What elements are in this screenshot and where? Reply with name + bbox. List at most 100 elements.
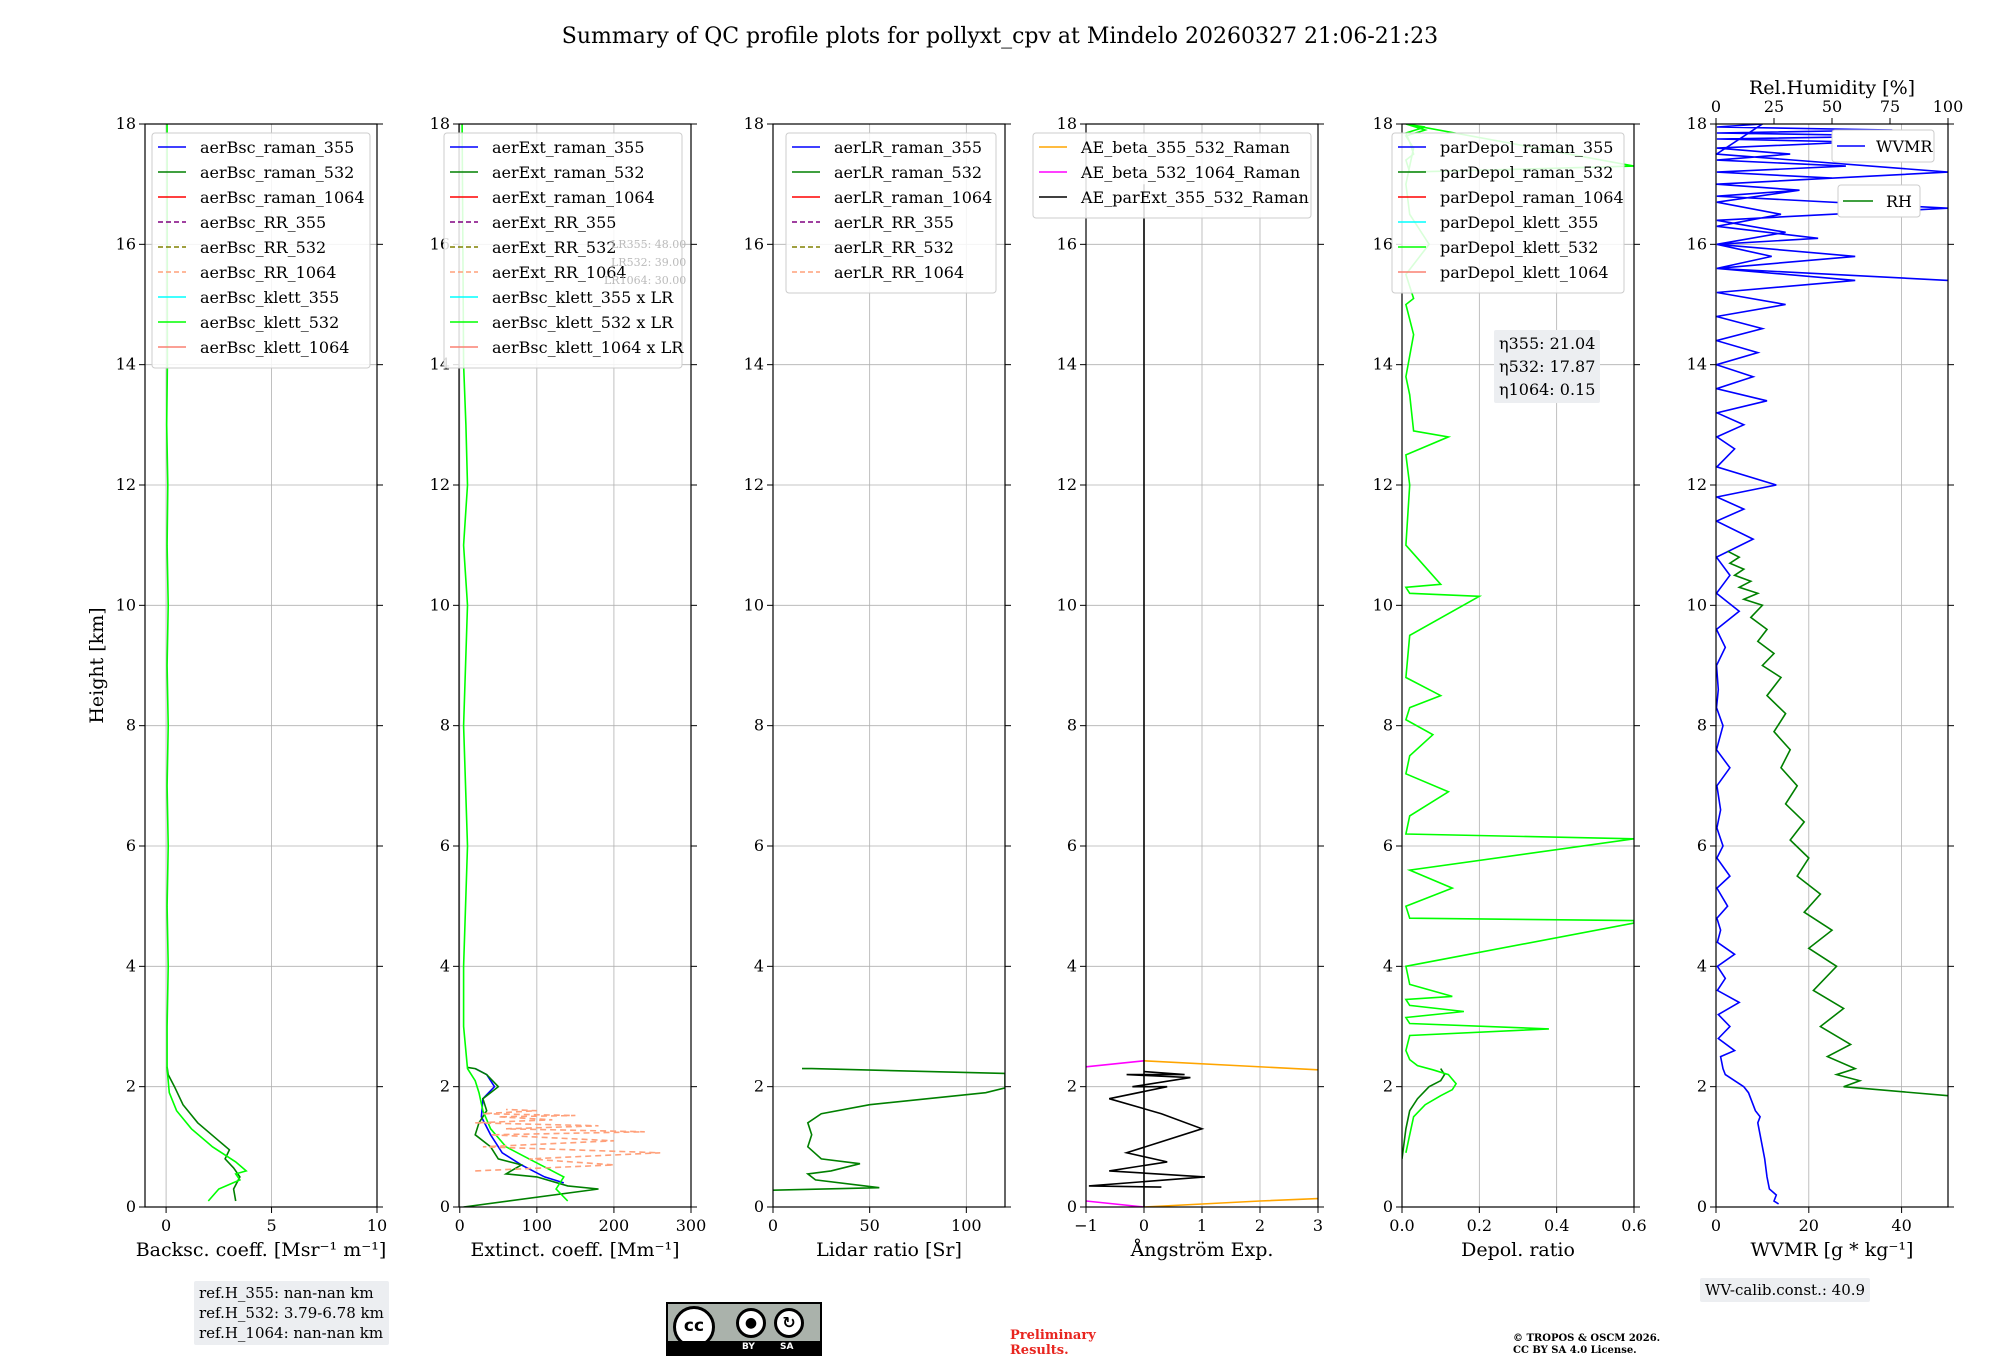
legend-label: WVMR (1876, 137, 1933, 156)
y-tick-label: 10 (1687, 595, 1707, 614)
license-badge-bar: BY SA (668, 1341, 820, 1354)
legend-label: aerBsc_klett_1064 (200, 338, 349, 357)
y-tick-label: 6 (1697, 836, 1707, 855)
y-tick-label: 4 (1067, 956, 1077, 975)
legend-label: aerBsc_raman_532 (200, 163, 354, 182)
legend-label: AE_parExt_355_532_Raman (1080, 188, 1309, 207)
panel-5: 0 2 4 6 8 10 12 14 16 18 0.0 0.2 0.4 0.6 Depol. ratio p… (1373, 114, 1647, 1261)
figure-title: Summary of QC profile plots for pollyxt_… (562, 24, 1438, 49)
series-group (773, 1067, 1005, 1191)
legend-label: aerExt_raman_355 (492, 138, 645, 157)
legend-box (1032, 132, 1312, 219)
eta-532: η532: 17.87 (1499, 357, 1596, 376)
series-group (461, 124, 661, 1207)
y-tick-label: 12 (430, 475, 450, 494)
legend-box (443, 132, 683, 369)
legend-box (1831, 129, 1935, 163)
y-tick-label: 12 (116, 475, 136, 494)
y-tick-label: 16 (744, 234, 764, 253)
legend-label: aerLR_raman_355 (834, 138, 982, 157)
y-tick-label: 4 (126, 956, 136, 975)
series-group (1716, 124, 1948, 1205)
y-tick-label: 6 (1067, 836, 1077, 855)
lidar-ratio-labels: LR355: 48.00 LR532: 39.00 LR1064: 30.00 (604, 236, 686, 290)
x-tick-label: 0.0 (1389, 1216, 1414, 1235)
legend-label: aerBsc_RR_355 (200, 213, 326, 232)
x-tick-label: 0.4 (1544, 1216, 1569, 1235)
x-tick-label: 20 (1799, 1216, 1819, 1235)
x-tick-label: 0.6 (1621, 1216, 1646, 1235)
plot-frame (1715, 123, 1949, 1208)
y-tick-label: 16 (1057, 234, 1077, 253)
y-tick-label: 14 (1687, 355, 1707, 374)
legend-label: aerExt_RR_355 (492, 213, 616, 232)
legend-label: aerExt_RR_1064 (492, 263, 627, 282)
y-tick-label: 0 (126, 1197, 136, 1216)
series-line-rh (1727, 550, 1948, 1097)
legend-label: aerBsc_RR_1064 (200, 263, 336, 282)
x-tick-label: −1 (1074, 1216, 1098, 1235)
copyright-line-2: CC BY SA 4.0 License. (1513, 1345, 1637, 1356)
y-tick-label: 4 (1697, 956, 1707, 975)
y-tick-label: 6 (440, 836, 450, 855)
y-tick-label: 0 (440, 1197, 450, 1216)
x-tick-label: 0.2 (1467, 1216, 1492, 1235)
x-tick-label: 0 (1139, 1216, 1149, 1235)
ref-height-532: ref.H_532: 3.79-6.78 km (199, 1304, 384, 1322)
eta-355: η355: 21.04 (1499, 334, 1596, 353)
preliminary-results: Preliminary Results. (1010, 1328, 1096, 1358)
y-tick-label: 12 (1373, 475, 1393, 494)
x-axis-label: Backsc. coeff. [Msr⁻¹ m⁻¹] (136, 1239, 387, 1261)
x-tick-label: 40 (1891, 1216, 1911, 1235)
y-tick-label: 2 (754, 1077, 764, 1096)
top-x-tick-label: 75 (1880, 97, 1900, 116)
legend-label: aerExt_raman_532 (492, 163, 645, 182)
y-tick-label: 10 (1373, 595, 1393, 614)
attribution-icon: ● (736, 1308, 766, 1338)
y-tick-label: 0 (1697, 1197, 1707, 1216)
legend-rh: RH (1837, 184, 1921, 218)
y-tick-label: 8 (126, 716, 136, 735)
legend-label: RH (1886, 192, 1912, 211)
legend-label: aerBsc_raman_1064 (200, 188, 365, 207)
legend-label: parDepol_raman_355 (1440, 138, 1613, 157)
cc-license-badge[interactable]: cc ● ↻ BY SA (666, 1302, 822, 1356)
x-axis-label: Extinct. coeff. [Mm⁻¹] (470, 1239, 679, 1261)
y-tick-label: 2 (1067, 1077, 1077, 1096)
x-tick-label: 10 (367, 1216, 387, 1235)
y-tick-label: 12 (1057, 475, 1077, 494)
x-axis-label: Ångström Exp. (1130, 1239, 1274, 1261)
y-tick-label: 4 (1383, 956, 1393, 975)
y-tick-label: 18 (430, 114, 450, 133)
legend-label: aerBsc_klett_1064 x LR (492, 338, 684, 357)
series-line-aerlr-raman-532 (773, 1067, 1005, 1191)
x-tick-label: 0 (1711, 1216, 1721, 1235)
legend-label: aerBsc_klett_355 x LR (492, 288, 674, 307)
y-tick-label: 8 (1383, 716, 1393, 735)
y-tick-label: 2 (126, 1077, 136, 1096)
panel-3: 0 2 4 6 8 10 12 14 16 18 0 50 100 Lidar ratio [Sr] aer… (744, 114, 1011, 1261)
y-tick-label: 0 (754, 1197, 764, 1216)
copyright-line-1: © TROPOS & OSCM 2026. (1513, 1333, 1661, 1344)
y-tick-label: 10 (1057, 595, 1077, 614)
y-tick-label: 18 (1373, 114, 1393, 133)
x-tick-label: 3 (1313, 1216, 1323, 1235)
y-tick-label: 12 (1687, 475, 1707, 494)
legend-label: aerLR_raman_1064 (834, 188, 992, 207)
legend-label: AE_beta_355_532_Raman (1080, 138, 1290, 157)
badge-by-label: BY (742, 1342, 755, 1352)
legend-box (1837, 184, 1921, 218)
copyright-notice: © TROPOS & OSCM 2026. CC BY SA 4.0 Licen… (1513, 1333, 1660, 1357)
x-tick-label: 0 (768, 1216, 778, 1235)
legend-label: parDepol_klett_1064 (1440, 263, 1609, 282)
plot-frame (1401, 123, 1635, 1208)
y-tick-label: 18 (116, 114, 136, 133)
wv-calib-const: WV-calib.const.: 40.9 (1705, 1281, 1866, 1299)
series-line-pardepol-raman-532 (1402, 1068, 1446, 1160)
series-group (165, 124, 248, 1202)
y-tick-label: 16 (1687, 234, 1707, 253)
reference-height-box: ref.H_355: nan-nan km ref.H_532: 3.79-6.… (194, 1281, 389, 1345)
lr-532-label: LR532: 39.00 (611, 256, 687, 269)
